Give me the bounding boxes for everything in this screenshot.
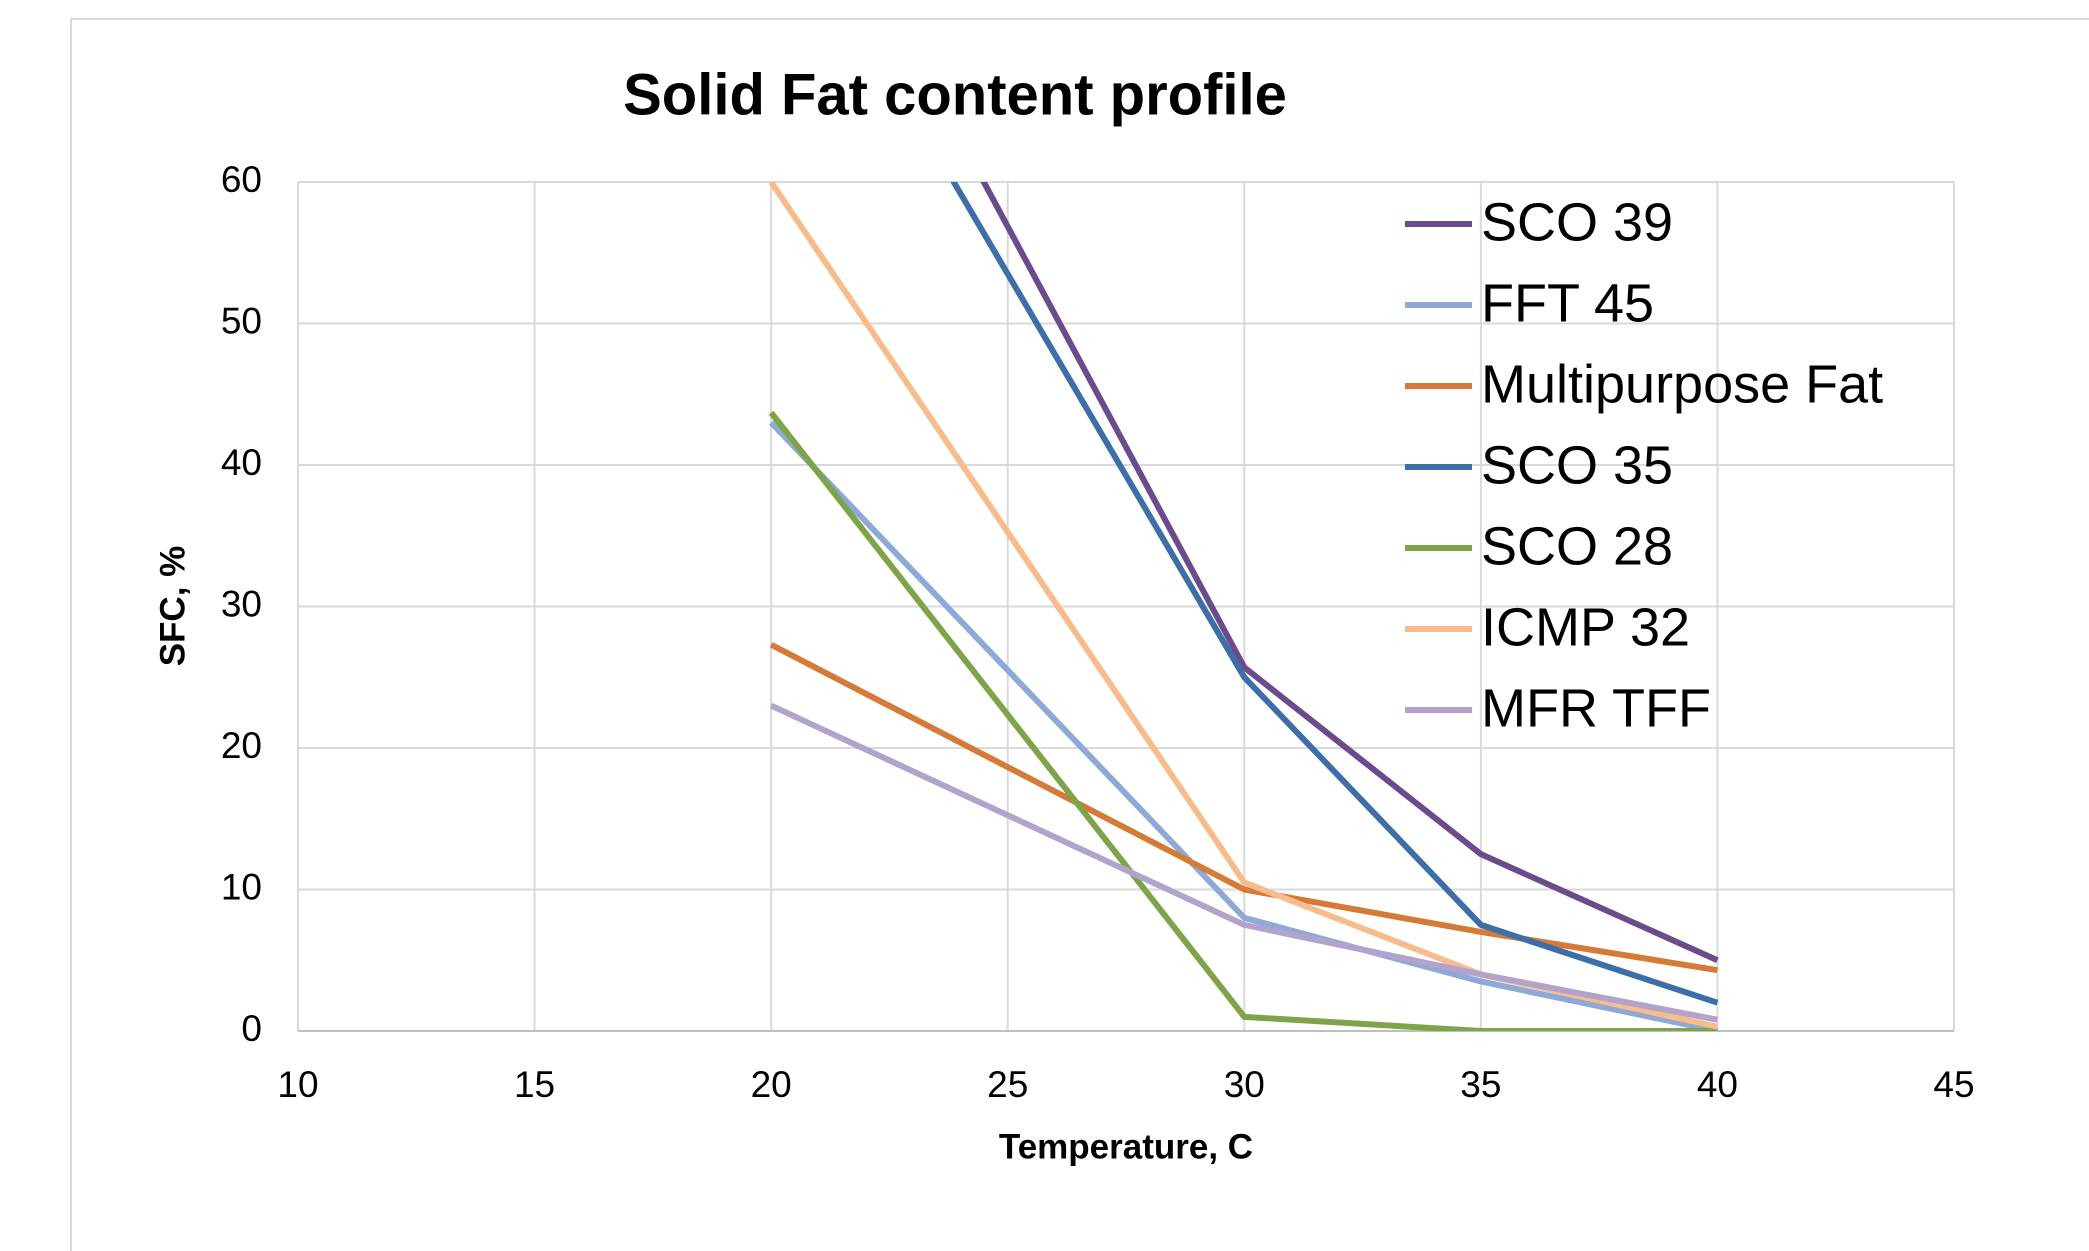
chart-title: Solid Fat content profile	[623, 62, 1287, 127]
legend-label: SCO 28	[1481, 516, 1673, 576]
x-tick-label: 15	[514, 1064, 555, 1105]
y-tick-label: 0	[241, 1008, 262, 1049]
data-line	[950, 182, 1719, 1006]
data-line	[768, 410, 1718, 1031]
y-axis-title: SFC, %	[153, 546, 192, 667]
y-tick-label: 60	[221, 159, 262, 200]
data-line	[769, 642, 1718, 974]
legend-label: ICMP 32	[1481, 597, 1690, 657]
legend-label: SCO 39	[1481, 192, 1673, 252]
legend-label: Multipurpose Fat	[1481, 354, 1883, 414]
x-tick-label: 20	[751, 1064, 792, 1105]
y-tick-label: 30	[221, 583, 262, 624]
x-tick-label: 30	[1224, 1064, 1265, 1105]
x-tick-label: 35	[1460, 1064, 1501, 1105]
plot-lines	[768, 182, 1719, 1031]
legend-label: FFT 45	[1481, 273, 1654, 333]
data-line	[769, 702, 1718, 1023]
x-axis-title: Temperature, C	[999, 1127, 1253, 1166]
x-tick-label: 10	[277, 1064, 318, 1105]
legend-label: MFR TFF	[1481, 678, 1711, 738]
legend-label: SCO 35	[1481, 435, 1673, 495]
x-tick-label: 25	[987, 1064, 1028, 1105]
x-tick-label: 40	[1697, 1064, 1738, 1105]
y-tick-label: 50	[221, 300, 262, 341]
y-tick-label: 20	[221, 725, 262, 766]
x-tick-label: 45	[1933, 1064, 1974, 1105]
y-tick-label: 40	[221, 442, 262, 483]
y-tick-label: 10	[221, 866, 262, 907]
data-line	[768, 182, 1719, 1030]
data-line	[980, 182, 1719, 963]
